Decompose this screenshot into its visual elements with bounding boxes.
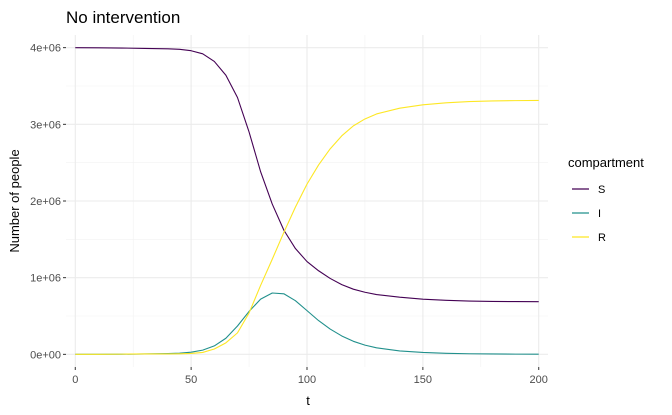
series-line-r (75, 99, 539, 355)
legend-title: compartment (568, 155, 644, 170)
axes: 0 50 100 150 200 0e+00 1e+06 2e+06 3e+06 4e+06 (30, 43, 548, 386)
legend: compartment SIR (568, 155, 644, 244)
x-axis-title: t (306, 393, 310, 408)
x-tick-label: 150 (414, 374, 432, 386)
y-axis-title: Number of people (7, 149, 22, 252)
y-tick-label: 3e+06 (30, 119, 61, 131)
y-tick-label: 1e+06 (30, 273, 61, 285)
x-tick-label: 0 (72, 374, 78, 386)
y-tick-label: 4e+06 (30, 43, 61, 55)
series-line-i (75, 292, 539, 355)
legend-label-r: R (598, 232, 606, 244)
y-tick-label: 2e+06 (30, 196, 61, 208)
x-tick-label: 200 (530, 374, 548, 386)
x-tick-label: 100 (298, 374, 316, 386)
legend-label-i: I (598, 208, 601, 220)
y-tick-label: 0e+00 (30, 349, 61, 361)
series-line-s (75, 47, 539, 303)
legend-label-s: S (598, 184, 605, 196)
chart-title: No intervention (66, 8, 180, 27)
x-tick-label: 50 (185, 374, 197, 386)
gridlines (66, 35, 548, 367)
series-lines (75, 47, 539, 355)
